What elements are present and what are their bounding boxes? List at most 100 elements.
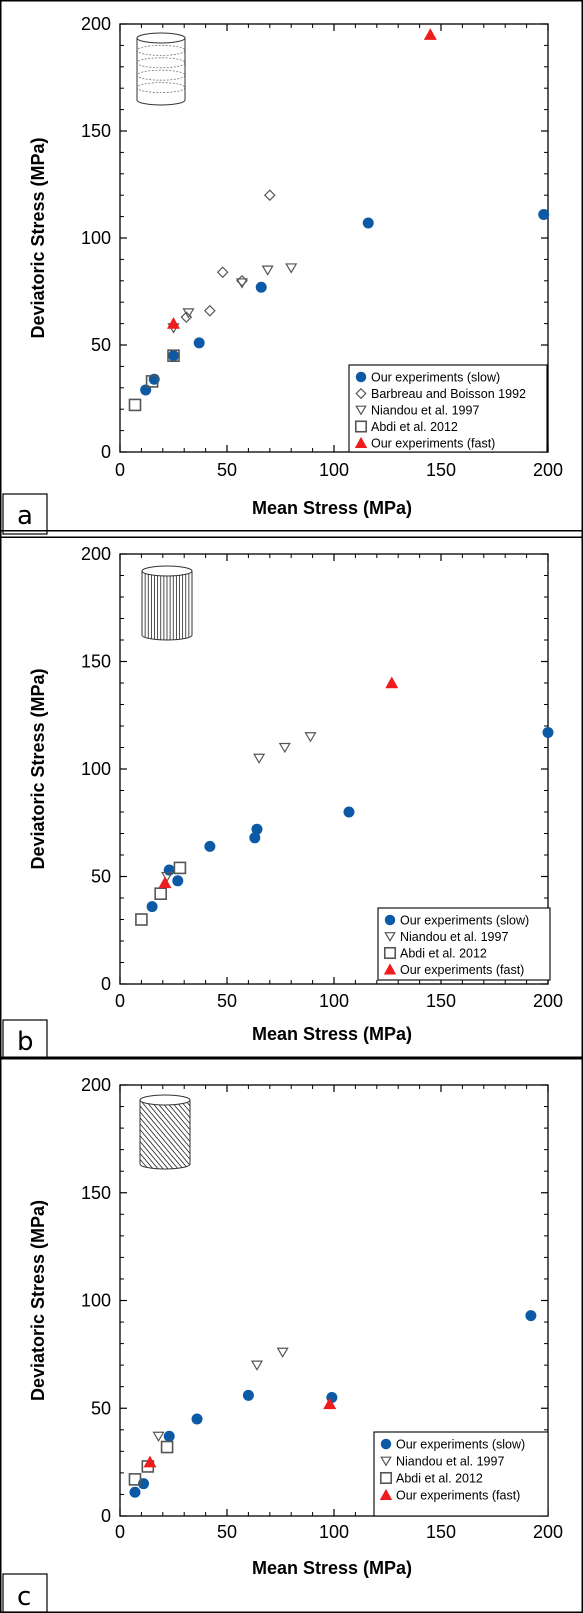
- y-tick-label: 150: [81, 121, 111, 141]
- y-tick-label: 100: [81, 1291, 111, 1311]
- data-point: [263, 189, 276, 202]
- y-tick-label: 200: [81, 1075, 111, 1095]
- y-tick-label: 100: [81, 228, 111, 248]
- x-tick-label: 100: [319, 991, 349, 1011]
- legend-marker: [354, 436, 368, 448]
- series-our-experiments-slow-: [129, 1310, 537, 1498]
- legend: Our experiments (slow) Barbreau and Boiss…: [348, 364, 548, 453]
- x-tick-label: 0: [115, 991, 125, 1011]
- y-tick-label: 150: [81, 652, 111, 672]
- legend-entry: Our experiments (slow): [371, 371, 500, 385]
- series-niandou-et-al-1997: [161, 732, 317, 883]
- x-tick-label: 200: [533, 460, 563, 480]
- data-point: [146, 901, 158, 913]
- data-point: [242, 1389, 254, 1401]
- legend-marker: [383, 963, 397, 975]
- data-point: [542, 726, 554, 738]
- y-tick-label: 200: [81, 544, 111, 564]
- y-tick-label: 200: [81, 14, 111, 34]
- legend-entry: Niandou et al. 1997: [396, 1455, 504, 1469]
- series-abdi-et-al-2012: [135, 861, 187, 926]
- data-point: [385, 676, 399, 689]
- legend-entry: Barbreau and Boisson 1992: [371, 387, 526, 401]
- data-point: [251, 823, 263, 835]
- x-axis-label: Mean Stress (MPa): [252, 1024, 412, 1044]
- cylinder-horizontal-layers-icon: [136, 32, 186, 106]
- x-tick-label: 0: [115, 460, 125, 480]
- data-point: [204, 840, 216, 852]
- data-point: [152, 1431, 165, 1442]
- y-tick-label: 50: [91, 1398, 111, 1418]
- legend-marker: [383, 946, 397, 960]
- legend-entry: Abdi et al. 2012: [400, 947, 487, 961]
- legend-box: [377, 907, 551, 981]
- data-point: [128, 398, 142, 412]
- data-point: [323, 1397, 337, 1410]
- panel-label-box: [2, 1019, 48, 1058]
- series-niandou-et-al-1997: [167, 263, 298, 334]
- x-axis-label: Mean Stress (MPa): [252, 1558, 412, 1578]
- x-tick-label: 100: [319, 460, 349, 480]
- chart-a: 00 50 50 100 100 150 150 200 200 Mean Stress (MPa…: [0, 0, 583, 538]
- data-point: [253, 753, 266, 764]
- y-tick-label: 0: [101, 974, 111, 994]
- series-our-experiments-fast-: [158, 676, 399, 889]
- x-tick-label: 200: [533, 1522, 563, 1542]
- legend-box: [373, 1431, 549, 1517]
- cylinder-diagonal-layers-icon: [139, 1094, 191, 1170]
- legend-marker: [355, 405, 367, 416]
- legend-marker: [379, 1488, 393, 1500]
- x-tick-label: 0: [115, 1522, 125, 1542]
- data-point: [250, 1360, 264, 1371]
- legend-marker: [379, 1471, 393, 1485]
- data-point: [191, 1413, 203, 1425]
- data-point: [163, 1430, 175, 1442]
- legend-entry: Our experiments (fast): [400, 963, 524, 977]
- data-point: [304, 732, 317, 743]
- chart-panel-b: 0 0 50 50 100 100 150 150 200 200 Mean Stress (MPa…: [0, 530, 583, 1058]
- y-tick-label: 0: [101, 1506, 111, 1526]
- legend-entry: Niandou et al. 1997: [400, 930, 508, 944]
- data-point: [423, 28, 437, 40]
- legend-box: [348, 364, 548, 453]
- data-point: [154, 887, 167, 901]
- panel-frame: [0, 530, 583, 1058]
- data-point: [255, 281, 267, 293]
- legend-marker: [384, 914, 396, 926]
- data-point: [285, 263, 298, 274]
- data-point: [172, 875, 184, 887]
- data-point: [204, 304, 216, 317]
- legend-entry: Abdi et al. 2012: [396, 1472, 483, 1486]
- series-barbreau-and-boisson-1992: [180, 189, 276, 324]
- chart-panel-a: 0 0 50 50 100 100 150 150 200 200 Mean Stress (MPa…: [0, 0, 583, 538]
- data-point: [168, 350, 179, 362]
- y-axis-label: Deviatoric Stress (MPa): [28, 1200, 48, 1401]
- legend-entry: Our experiments (fast): [396, 1489, 520, 1503]
- legend-marker: [355, 387, 367, 400]
- y-tick-label: 100: [81, 759, 111, 779]
- x-tick-label: 150: [426, 1522, 456, 1542]
- legend-entry: Our experiments (slow): [396, 1438, 525, 1452]
- data-point: [525, 1310, 537, 1322]
- y-axis-label: Deviatoric Stress (MPa): [28, 137, 48, 338]
- x-tick-label: 150: [426, 991, 456, 1011]
- y-tick-label: 50: [91, 867, 111, 887]
- series-our-experiments-slow-: [146, 726, 554, 913]
- series-abdi-et-al-2012: [128, 349, 180, 412]
- x-axis-label: Mean Stress (MPa): [252, 498, 412, 518]
- panel-label: b: [17, 1027, 34, 1057]
- legend-marker: [355, 371, 367, 383]
- legend: Our experiments (slow) Niandou et al. 199…: [377, 907, 551, 981]
- cylinder-vertical-layers-icon: [141, 565, 193, 641]
- data-point: [167, 317, 180, 329]
- y-tick-label: 50: [91, 335, 111, 355]
- data-point: [182, 308, 195, 319]
- y-tick-label: 150: [81, 1183, 111, 1203]
- legend-entry: Niandou et al. 1997: [371, 404, 479, 418]
- data-point: [135, 913, 148, 926]
- x-tick-label: 200: [533, 991, 563, 1011]
- series-our-experiments-fast-: [167, 28, 437, 329]
- series-niandou-et-al-1997: [152, 1347, 289, 1442]
- data-point: [249, 832, 261, 844]
- x-tick-label: 100: [319, 1522, 349, 1542]
